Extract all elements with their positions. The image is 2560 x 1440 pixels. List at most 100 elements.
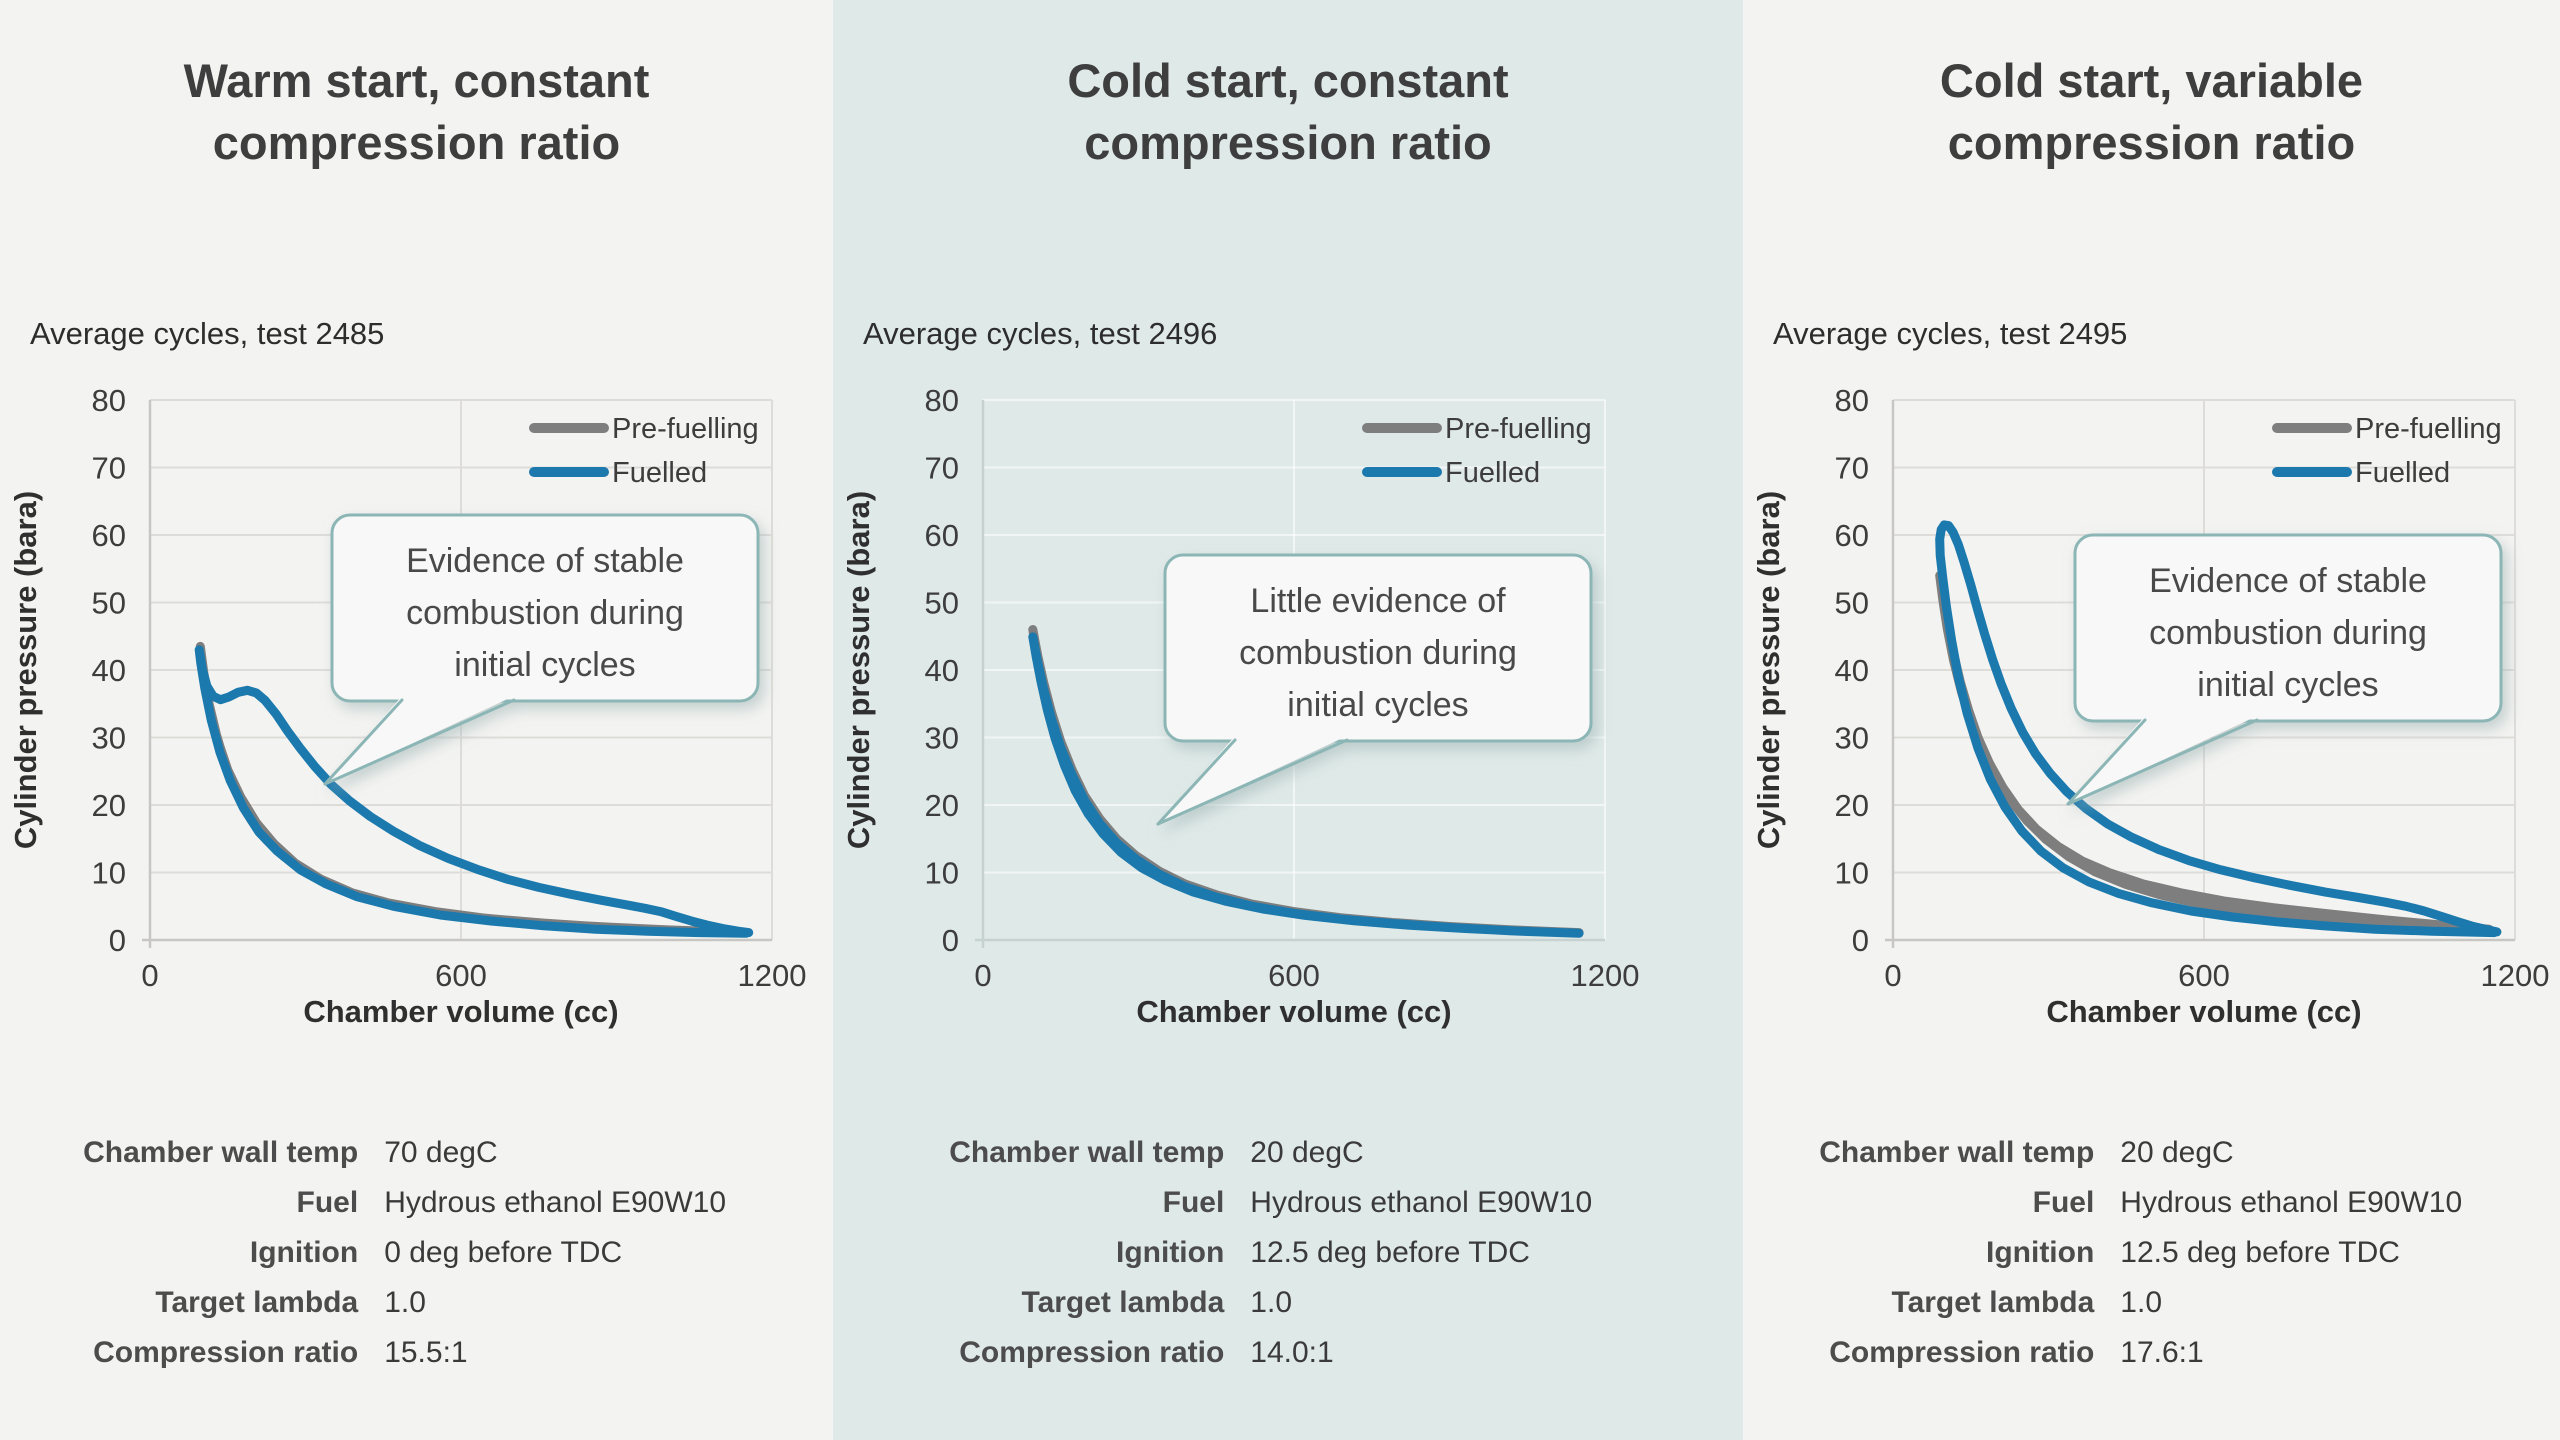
x-axis-title: Chamber volume (cc) bbox=[1136, 994, 1451, 1029]
param-row: Target lambda 1.0 bbox=[1743, 1278, 2560, 1328]
pv-chart-cold-start-constant: 0 10 20 30 40 50 60 70 80 0 600 1200 Chamber volume … bbox=[841, 383, 1640, 1029]
param-label: Chamber wall temp bbox=[949, 1136, 1225, 1169]
legend-label-pre-fuelling: Pre-fuelling bbox=[1445, 413, 1592, 445]
callout-bubble: Little evidence of combustion during initi… bbox=[1156, 553, 1593, 826]
callout-box bbox=[330, 513, 760, 703]
title-line-2: compression ratio bbox=[212, 116, 621, 170]
y-tick-label-50: 50 bbox=[92, 586, 126, 621]
param-value: 1.0 bbox=[384, 1286, 426, 1319]
callout-box bbox=[2073, 533, 2503, 723]
param-row: Compression ratio 17.6:1 bbox=[1743, 1328, 2560, 1378]
y-tick-label-80: 80 bbox=[92, 383, 126, 418]
param-row: Target lambda 1.0 bbox=[0, 1278, 833, 1328]
pv-chart-warm-start: 0 10 20 30 40 50 60 70 80 0 600 1200 Chamber volume … bbox=[8, 383, 807, 1029]
y-tick-label-70: 70 bbox=[92, 451, 126, 486]
y-tick-label-70: 70 bbox=[1835, 451, 1869, 486]
param-row: Chamber wall temp 20 degC bbox=[833, 1128, 1743, 1178]
param-row: Chamber wall temp 70 degC bbox=[0, 1128, 833, 1178]
param-row: Ignition 12.5 deg before TDC bbox=[833, 1228, 1743, 1278]
callout-bubble: Evidence of stable combustion during initi… bbox=[2066, 533, 2503, 806]
callout-text-line-3: initial cycles bbox=[454, 646, 635, 684]
param-label: Target lambda bbox=[1891, 1286, 2095, 1319]
param-label: Compression ratio bbox=[93, 1336, 359, 1369]
y-tick-label-40: 40 bbox=[925, 653, 959, 688]
y-tick-label-10: 10 bbox=[92, 856, 126, 891]
param-label: Chamber wall temp bbox=[83, 1136, 359, 1169]
callout-bubble: Evidence of stable combustion during initi… bbox=[323, 513, 760, 786]
callout-text-line-2: combustion during bbox=[406, 594, 684, 632]
y-tick-label-50: 50 bbox=[925, 586, 959, 621]
panel-cold-start-constant-cr: Cold start, constant compression ratio Av… bbox=[833, 0, 1743, 1440]
x-tick-label-1200: 1200 bbox=[1571, 958, 1640, 993]
y-tick-label-80: 80 bbox=[1835, 383, 1869, 418]
y-axis-title: Cylinder pressure (bara) bbox=[841, 491, 876, 849]
param-label: Fuel bbox=[1162, 1186, 1225, 1219]
y-axis-title: Cylinder pressure (bara) bbox=[1751, 491, 1786, 849]
param-label: Target lambda bbox=[1021, 1286, 1225, 1319]
callout-text-line-1: Evidence of stable bbox=[406, 542, 684, 580]
x-tick-label-1200: 1200 bbox=[738, 958, 807, 993]
param-value: 20 degC bbox=[1250, 1136, 1364, 1169]
param-value: 20 degC bbox=[2120, 1136, 2234, 1169]
callout-box bbox=[1163, 553, 1593, 743]
param-value: 14.0:1 bbox=[1250, 1336, 1334, 1369]
param-label: Ignition bbox=[1986, 1236, 2095, 1269]
test-parameters-table: Chamber wall temp 20 degC Fuel Hydrous etha… bbox=[1743, 1128, 2560, 1378]
y-tick-label-30: 30 bbox=[925, 721, 959, 756]
y-tick-label-0: 0 bbox=[109, 923, 126, 958]
fuelled-curve bbox=[194, 645, 754, 938]
y-tick-label-30: 30 bbox=[1835, 721, 1869, 756]
x-tick-label-1200: 1200 bbox=[2481, 958, 2550, 993]
param-value: Hydrous ethanol E90W10 bbox=[384, 1186, 727, 1219]
callout-tail-edge bbox=[1156, 738, 1237, 826]
panel-cold-start-variable-cr: Cold start, variable compression ratio Av… bbox=[1743, 0, 2560, 1440]
fuelled-curve bbox=[1935, 520, 2502, 938]
y-tick-label-80: 80 bbox=[925, 383, 959, 418]
param-value: 1.0 bbox=[1250, 1286, 1293, 1319]
x-tick-label-0: 0 bbox=[974, 958, 991, 993]
title-line-1: Warm start, constant bbox=[183, 54, 650, 107]
param-row: Target lambda 1.0 bbox=[833, 1278, 1743, 1328]
y-tick-label-20: 20 bbox=[925, 788, 959, 823]
callout-tail-edge bbox=[2066, 718, 2259, 806]
y-tick-label-70: 70 bbox=[925, 451, 959, 486]
param-label: Compression ratio bbox=[1829, 1336, 2095, 1369]
test-parameters-table: Chamber wall temp 20 degC Fuel Hydrous etha… bbox=[833, 1128, 1743, 1378]
param-label: Ignition bbox=[1116, 1236, 1225, 1269]
x-tick-label-600: 600 bbox=[2178, 958, 2230, 993]
x-tick-label-0: 0 bbox=[141, 958, 158, 993]
y-tick-label-60: 60 bbox=[92, 518, 126, 553]
param-label: Chamber wall temp bbox=[1819, 1136, 2095, 1169]
x-tick-label-600: 600 bbox=[435, 958, 487, 993]
param-label: Fuel bbox=[296, 1186, 359, 1219]
chart-subtitle: Average cycles, test 2485 bbox=[30, 316, 385, 351]
legend-label-fuelled: Fuelled bbox=[1445, 457, 1540, 489]
x-axis-title: Chamber volume (cc) bbox=[303, 994, 618, 1029]
title-line-2: compression ratio bbox=[1084, 116, 1492, 170]
param-label: Fuel bbox=[2032, 1186, 2095, 1219]
legend-label-pre-fuelling: Pre-fuelling bbox=[2355, 413, 2502, 445]
param-value: 15.5:1 bbox=[384, 1336, 468, 1369]
param-row: Fuel Hydrous ethanol E90W10 bbox=[1743, 1178, 2560, 1228]
param-value: Hydrous ethanol E90W10 bbox=[2120, 1186, 2463, 1219]
callout-tail-edge bbox=[323, 698, 516, 786]
y-tick-label-60: 60 bbox=[925, 518, 959, 553]
y-tick-label-30: 30 bbox=[92, 721, 126, 756]
callout-text-line-1: Evidence of stable bbox=[2149, 562, 2427, 600]
y-axis-title: Cylinder pressure (bara) bbox=[8, 491, 43, 849]
y-tick-label-10: 10 bbox=[925, 856, 959, 891]
title-line-1: Cold start, constant bbox=[1067, 54, 1509, 107]
param-value: 0 deg before TDC bbox=[384, 1236, 623, 1269]
legend-label-fuelled: Fuelled bbox=[2355, 457, 2450, 489]
y-tick-label-20: 20 bbox=[92, 788, 126, 823]
param-value: 12.5 deg before TDC bbox=[1250, 1236, 1530, 1269]
param-value: 70 degC bbox=[384, 1136, 498, 1169]
y-tick-label-40: 40 bbox=[92, 653, 126, 688]
param-value: 12.5 deg before TDC bbox=[2120, 1236, 2400, 1269]
param-row: Chamber wall temp 20 degC bbox=[1743, 1128, 2560, 1178]
param-label: Compression ratio bbox=[959, 1336, 1225, 1369]
callout-tail-edge bbox=[1156, 738, 1349, 826]
chart-subtitle: Average cycles, test 2495 bbox=[1773, 316, 2128, 351]
y-tick-label-10: 10 bbox=[1835, 856, 1869, 891]
